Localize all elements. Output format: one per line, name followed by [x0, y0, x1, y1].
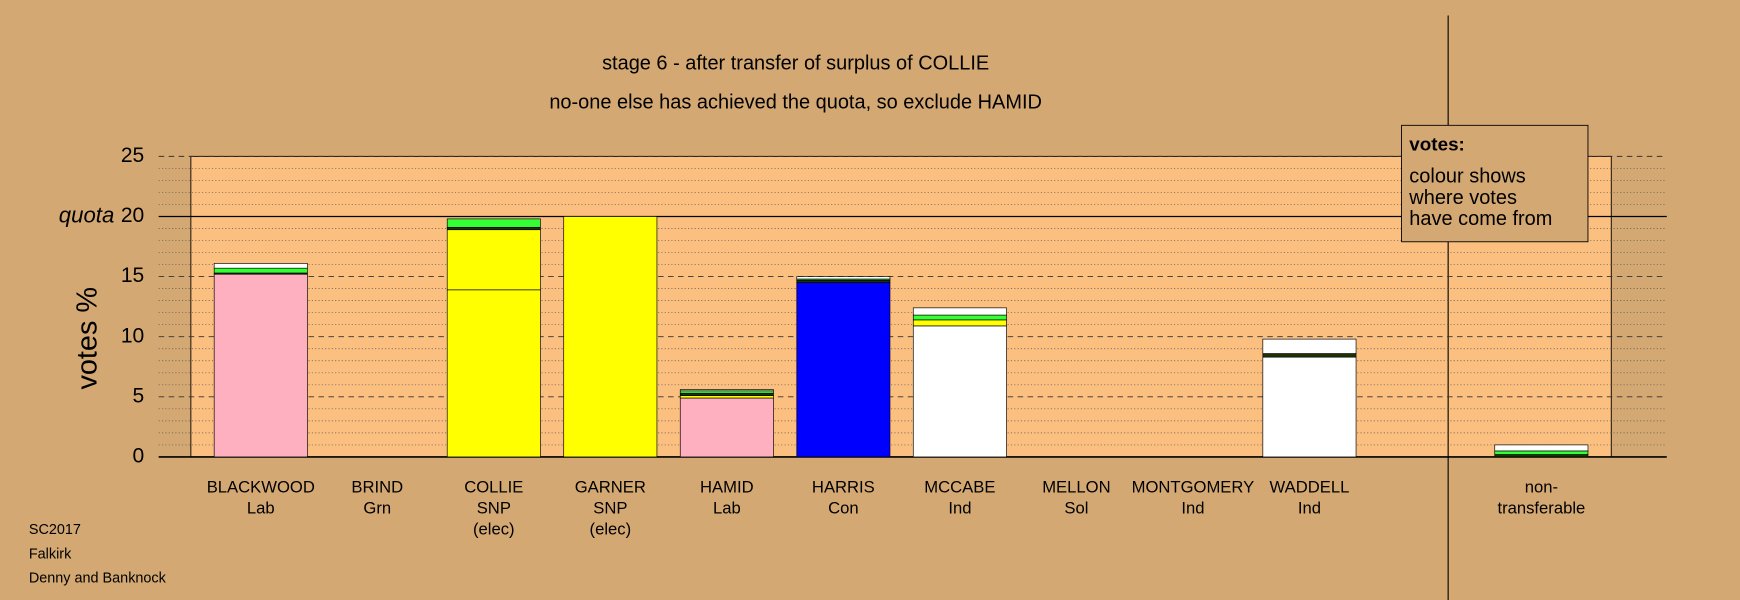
bar-segment [679, 395, 774, 399]
x-tick-label: Con [828, 498, 859, 517]
x-tick-label: MONTGOMERY [1132, 477, 1255, 496]
bar-segment [1262, 353, 1357, 358]
bar-segment [1494, 454, 1589, 458]
x-tick-label: MCCABE [924, 477, 995, 496]
bar-segment [213, 273, 308, 458]
x-tick-label: Ind [948, 498, 971, 517]
x-tick-label: (elec) [473, 520, 515, 539]
bar-segment [679, 392, 774, 396]
x-tick-label: Grn [363, 498, 391, 517]
y-tick-label: 15 [121, 264, 144, 287]
x-tick-label: transferable [1497, 498, 1585, 517]
bar-segment [796, 282, 891, 458]
legend-text: where votes [1408, 187, 1517, 209]
x-tick-label: Lab [713, 498, 741, 517]
x-tick-label: Lab [247, 498, 275, 517]
y-tick-label: 20 [121, 204, 144, 227]
footer-text: SC2017 [29, 522, 81, 538]
y-tick-label: 25 [121, 144, 144, 167]
x-tick-label: Sol [1064, 498, 1088, 517]
bar-segment [679, 397, 774, 458]
x-tick-label: Ind [1181, 498, 1204, 517]
x-tick-label: Ind [1298, 498, 1321, 517]
footer-text: Falkirk [29, 546, 72, 562]
x-tick-label: WADDELL [1270, 477, 1350, 496]
chart-subtitle: no-one else has achieved the quota, so e… [549, 91, 1042, 113]
x-tick-label: COLLIE [464, 477, 523, 496]
legend-box [1401, 124, 1589, 243]
x-tick-label: non- [1525, 477, 1558, 496]
bar-segment [912, 319, 1007, 327]
bar-segment [446, 229, 541, 291]
bar-segment [912, 307, 1007, 316]
bar-segment [1262, 356, 1357, 458]
bar-segment [446, 218, 541, 228]
x-tick-label: BRIND [351, 477, 403, 496]
x-tick-label: SNP [593, 498, 627, 517]
bar-segment [912, 325, 1007, 458]
legend-text: colour shows [1409, 166, 1526, 188]
x-tick-label: HARRIS [812, 477, 875, 496]
quota-label: quota [59, 202, 115, 227]
bar-segment [679, 390, 774, 394]
bar-segment [446, 289, 541, 458]
bar-segment [679, 389, 774, 392]
x-tick-label: MELLON [1042, 477, 1110, 496]
plot-area [190, 155, 1612, 458]
x-tick-label: HAMID [700, 477, 754, 496]
bar-segment [1494, 444, 1589, 452]
bar-segment [796, 276, 891, 280]
bar-segment [912, 314, 1007, 321]
bar-segment [1494, 450, 1589, 455]
bar-segment [563, 216, 658, 458]
y-tick-label: 10 [121, 324, 144, 347]
bar-segment [446, 226, 541, 231]
legend-text: have come from [1409, 208, 1552, 230]
y-tick-label: 0 [133, 444, 145, 467]
x-tick-label: GARNER [575, 477, 646, 496]
x-tick-label: BLACKWOOD [207, 477, 315, 496]
footer-text: Denny and Banknock [29, 571, 167, 587]
x-tick-label: (elec) [590, 520, 632, 539]
x-tick-label: SNP [477, 498, 511, 517]
legend-text: votes: [1409, 133, 1465, 154]
bar-segment [796, 279, 891, 283]
bar-segment [213, 263, 308, 269]
bar-segment [213, 267, 308, 274]
y-tick-label: 5 [133, 384, 145, 407]
bar-segment [1262, 338, 1357, 354]
chart-title: stage 6 - after transfer of surplus of C… [602, 53, 989, 75]
y-axis-label: votes % [71, 287, 103, 390]
